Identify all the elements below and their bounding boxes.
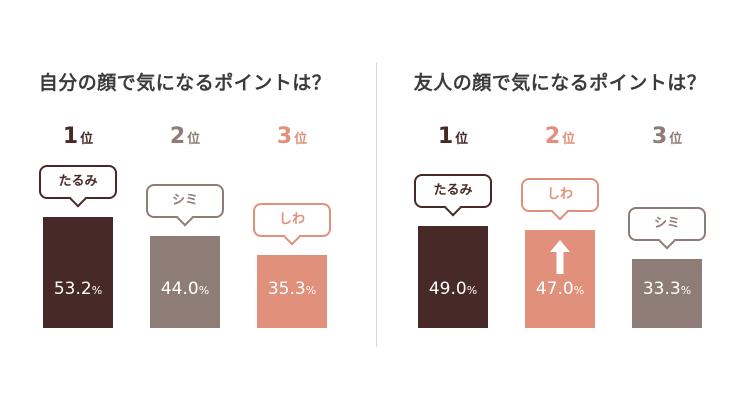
panel-divider [376,62,377,347]
category-bubble: たるみ [39,165,117,200]
rank-number: 2 [169,124,186,149]
bar-value-label: 47.0% [535,279,585,299]
bar [43,217,113,328]
bar-value-label: 35.3% [267,279,317,299]
bar-value-label: 44.0% [160,279,210,299]
bar-value-label: 49.0% [428,279,478,299]
chart-panel-friend: 友人の顔で気になるポイントは？ 1 位 49.0% たるみ 2 位 47.0% しわ 3 位 33.… [390,0,750,400]
bar [257,254,327,328]
rank-number: 3 [276,124,293,149]
rank-unit: 位 [455,132,469,147]
up-arrow-icon [550,240,570,275]
rank-unit: 位 [80,132,94,147]
category-bubble: たるみ [414,174,492,209]
rank-number: 1 [437,124,454,149]
bar [632,258,702,328]
rank-number: 2 [544,124,561,149]
category-bubble: しわ [253,202,331,237]
rank-unit: 位 [294,132,308,147]
rank-number: 3 [651,124,668,149]
chart-title: 自分の顔で気になるポイントは？ [38,72,332,94]
bar-value-label: 33.3% [642,279,692,299]
bar [150,236,220,328]
rank-unit: 位 [562,132,576,147]
rank-number: 1 [62,124,79,149]
category-bubble: シミ [628,206,706,241]
bar-value-label: 53.2% [53,279,103,299]
chart-panel-self: 自分の顔で気になるポイントは？ 1 位 53.2% たるみ 2 位 44.0% シミ 3 位 35.… [15,0,375,400]
category-bubble: シミ [146,184,224,219]
chart-title: 友人の顔で気になるポイントは？ [413,72,707,94]
rank-unit: 位 [669,132,683,147]
category-bubble: しわ [521,178,599,213]
bar [418,226,488,328]
rank-unit: 位 [187,132,201,147]
